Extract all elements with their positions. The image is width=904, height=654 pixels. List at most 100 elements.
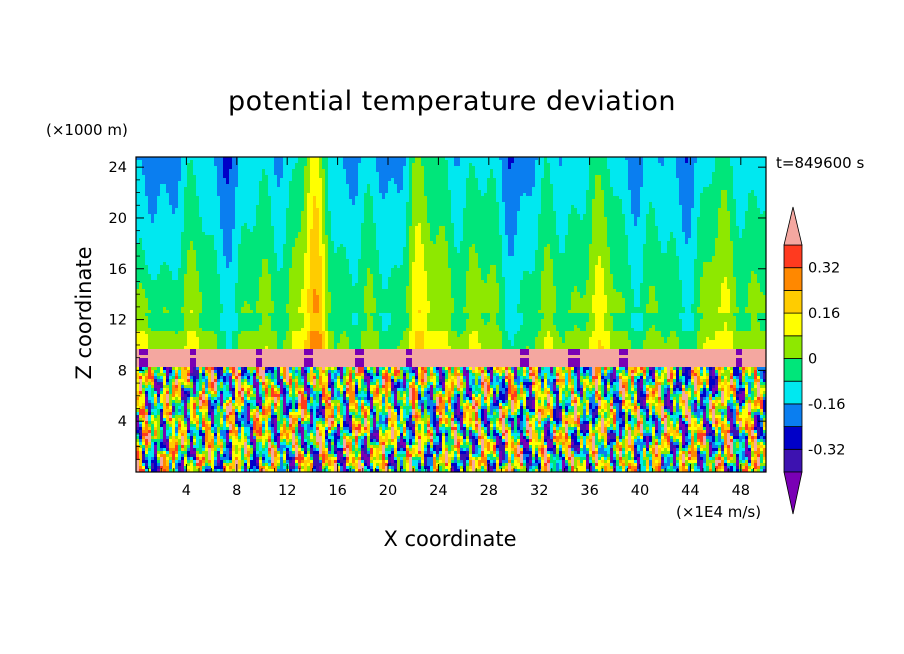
field-cell [160,400,164,404]
field-cell [202,337,206,341]
field-cell [265,319,269,323]
field-cell [211,304,215,308]
field-cell [250,409,254,413]
field-cell [154,316,158,320]
field-cell [166,223,170,227]
field-cell [235,247,239,251]
field-cell [244,208,248,212]
field-cell [190,454,194,458]
field-cell [169,376,173,380]
field-cell [172,241,176,245]
field-cell [196,448,200,452]
field-cell [163,418,167,422]
field-cell [172,439,176,443]
field-cell [139,289,143,293]
field-cell [244,421,248,425]
field-cell [142,313,146,317]
field-cell [178,187,182,191]
field-cell [187,391,191,395]
field-cell [187,361,191,365]
field-cell [181,403,185,407]
field-cell [229,400,233,404]
field-cell [157,241,161,245]
field-cell [205,352,209,356]
field-cell [277,196,281,200]
field-cell [247,232,251,236]
field-cell [157,424,161,428]
field-cell [223,313,227,317]
field-cell [262,334,266,338]
field-cell [262,328,266,332]
field-cell [241,223,245,227]
field-cell [274,280,278,284]
x-axis-label: X coordinate [330,527,570,551]
field-cell [208,178,212,182]
field-cell [202,448,206,452]
field-cell [253,205,257,209]
field-cell [178,382,182,386]
field-cell [271,220,275,224]
field-cell [208,406,212,410]
field-cell [250,187,254,191]
field-cell [163,412,167,416]
field-cell [244,286,248,290]
field-cell [253,301,257,305]
field-cell [250,376,254,380]
field-cell [250,268,254,272]
field-cell [196,367,200,371]
field-cell [169,361,173,365]
field-cell [154,262,158,266]
field-cell [196,232,200,236]
field-cell [211,163,215,167]
field-cell [205,229,209,233]
field-cell [157,256,161,260]
field-cell [154,244,158,248]
field-cell [145,193,149,197]
field-cell [136,172,140,176]
field-cell [196,229,200,233]
field-cell [214,400,218,404]
field-cell [271,229,275,233]
field-cell [241,229,245,233]
field-cell [196,460,200,464]
field-cell [202,208,206,212]
field-cell [148,436,152,440]
field-cell [178,169,182,173]
field-cell [226,448,230,452]
field-cell [268,415,272,419]
field-cell [142,397,146,401]
field-cell [235,418,239,422]
field-cell [172,259,176,263]
field-cell [223,199,227,203]
field-cell [271,268,275,272]
field-cell [148,229,152,233]
field-cell [136,406,140,410]
field-cell [274,286,278,290]
field-cell [211,379,215,383]
field-cell [229,220,233,224]
field-cell [145,427,149,431]
field-cell [217,454,221,458]
field-cell [139,265,143,269]
field-cell [274,250,278,254]
field-cell [151,403,155,407]
field-cell [241,295,245,299]
field-cell [256,295,260,299]
field-cell [148,310,152,314]
field-cell [145,364,149,368]
field-cell [151,250,155,254]
field-cell [265,415,269,419]
field-cell [229,238,233,242]
field-cell [250,379,254,383]
field-cell [268,229,272,233]
field-cell [268,259,272,263]
field-cell [262,349,266,353]
field-cell [229,223,233,227]
field-cell [262,322,266,326]
field-cell [157,370,161,374]
field-cell [205,328,209,332]
field-cell [229,349,233,353]
field-cell [145,220,149,224]
field-cell [172,211,176,215]
field-cell [148,340,152,344]
